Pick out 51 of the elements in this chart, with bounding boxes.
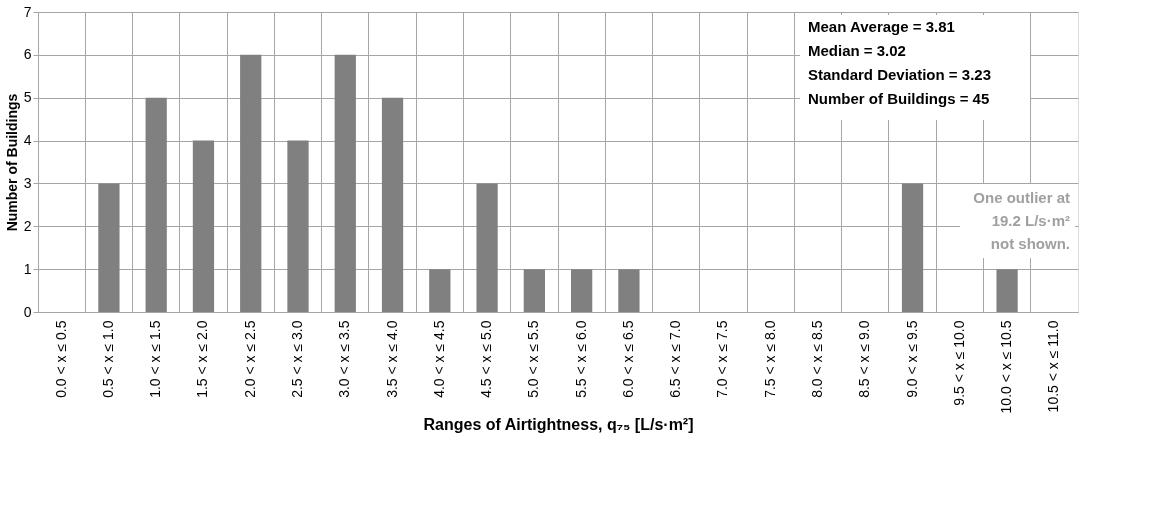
x-tick-label: 10.0 < x ≤ 10.5	[998, 320, 1015, 414]
x-tick-label: 5.0 < x ≤ 5.5	[525, 320, 542, 398]
bar	[996, 269, 1018, 312]
annotation: Median = 3.02	[808, 42, 906, 59]
x-tick-label: 7.5 < x ≤ 8.0	[761, 320, 778, 398]
annotation: Number of Buildings = 45	[808, 90, 990, 107]
x-tick-label: 1.0 < x ≤ 1.5	[147, 320, 164, 398]
x-tick-label: 9.0 < x ≤ 9.5	[903, 320, 920, 398]
y-tick-label: 3	[23, 174, 32, 191]
x-tick-label: 6.5 < x ≤ 7.0	[667, 320, 684, 398]
bar	[240, 54, 262, 312]
bar	[334, 54, 356, 312]
x-tick-label: 8.0 < x ≤ 8.5	[809, 320, 825, 398]
bar	[571, 269, 593, 312]
bar	[98, 183, 120, 312]
bar	[192, 140, 215, 312]
bar	[381, 97, 404, 312]
x-tick-label: 0.0 < x ≤ 0.5	[52, 320, 69, 398]
bar	[287, 140, 309, 312]
annotation: Standard Deviation = 3.23	[808, 66, 991, 83]
bar	[618, 269, 640, 312]
y-axis-title: Number of Buildings	[3, 93, 20, 232]
y-tick-label: 6	[23, 46, 32, 63]
x-tick-label: 0.5 < x ≤ 1.0	[99, 320, 116, 398]
bar	[476, 183, 498, 312]
x-tick-label: 1.5 < x ≤ 2.0	[194, 320, 211, 398]
x-tick-label: 4.0 < x ≤ 4.5	[430, 320, 447, 398]
bar	[429, 269, 451, 312]
y-tick-label: 0	[23, 303, 32, 320]
y-tick-label: 7	[23, 3, 32, 20]
x-tick-label: 4.5 < x ≤ 5.0	[478, 320, 495, 398]
x-tick-label: 3.5 < x ≤ 4.0	[383, 320, 400, 398]
bar	[901, 183, 924, 312]
y-tick-label: 4	[23, 132, 32, 149]
annotation: Mean Average = 3.81	[808, 18, 955, 35]
x-tick-label: 10.5 < x ≤ 11.0	[1045, 320, 1062, 413]
bar	[145, 97, 167, 312]
x-tick-label: 3.0 < x ≤ 3.5	[336, 320, 353, 398]
x-tick-label: 8.5 < x ≤ 9.0	[856, 320, 873, 398]
x-tick-label: 5.5 < x ≤ 6.0	[572, 320, 589, 398]
annotation: One outlier at 19.2 L/s·m² not shown.	[973, 189, 1070, 252]
x-axis-title: Ranges of Airtightness, q₇₅ [L/s·m²]	[423, 416, 694, 434]
y-tick-label: 2	[23, 217, 32, 234]
y-tick-label: 1	[23, 260, 32, 277]
x-tick-label: 2.5 < x ≤ 3.0	[289, 320, 305, 398]
x-tick-label: 7.0 < x ≤ 7.5	[714, 320, 731, 398]
x-tick-label: 6.0 < x ≤ 6.5	[619, 320, 636, 398]
x-tick-label: 2.0 < x ≤ 2.5	[241, 320, 258, 398]
y-tick-label: 5	[23, 89, 32, 106]
x-tick-label: 9.5 < x ≤ 10.0	[950, 320, 967, 406]
bar	[523, 269, 545, 312]
